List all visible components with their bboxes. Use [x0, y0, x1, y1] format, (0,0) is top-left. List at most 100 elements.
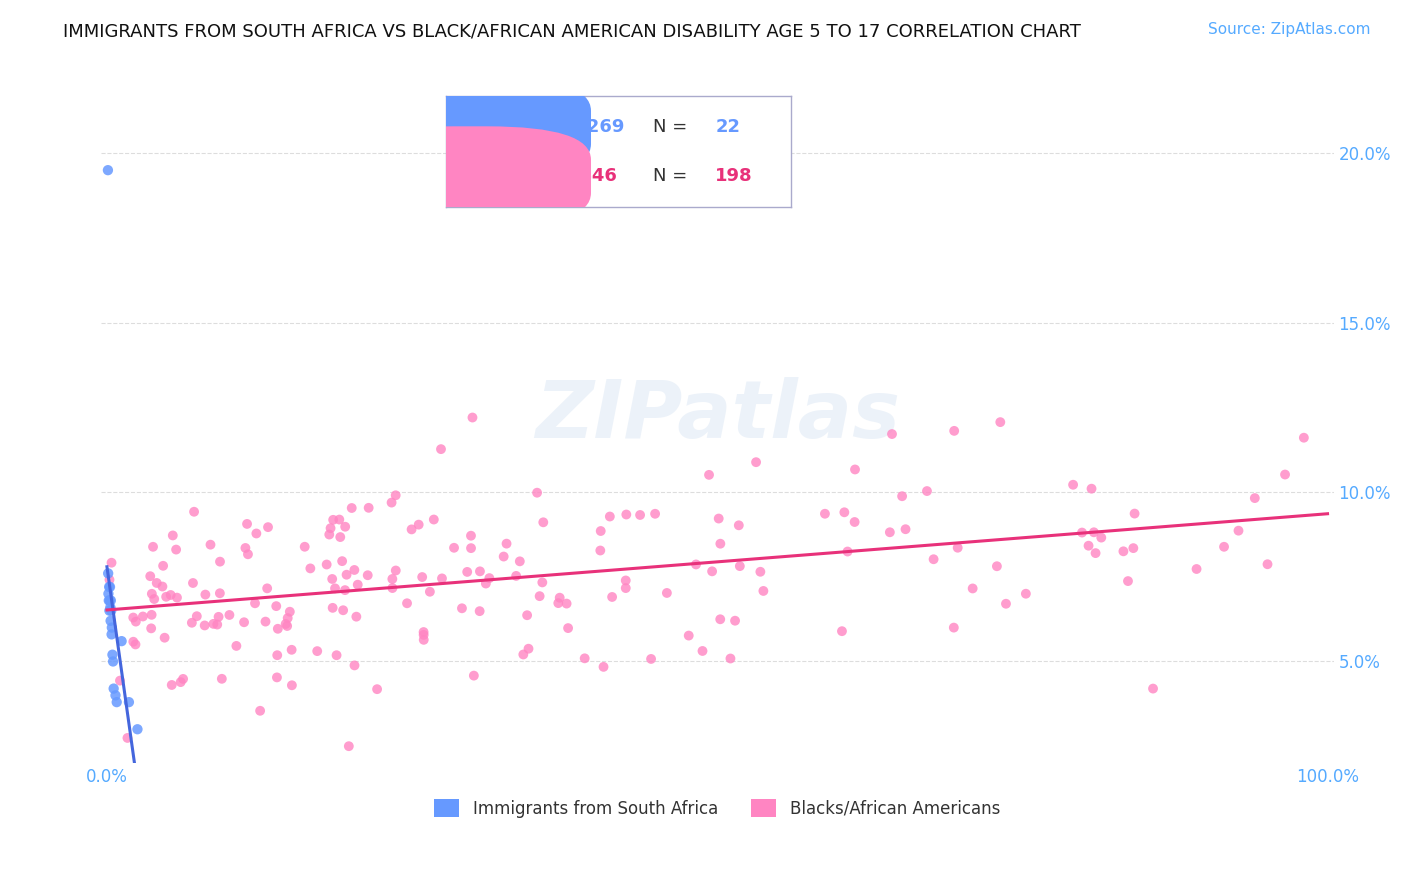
- Point: [685, 558, 707, 572]
- Point: [152, 580, 174, 594]
- Point: [335, 567, 357, 582]
- Point: [208, 586, 231, 600]
- Point: [517, 641, 540, 656]
- Point: [1213, 540, 1236, 554]
- Point: [332, 603, 354, 617]
- Point: [1083, 525, 1105, 540]
- Point: [419, 584, 441, 599]
- Point: [1123, 507, 1146, 521]
- Point: [946, 541, 969, 555]
- Point: [531, 575, 554, 590]
- Point: [315, 558, 337, 572]
- Point: [125, 615, 148, 629]
- Text: IMMIGRANTS FROM SOUTH AFRICA VS BLACK/AFRICAN AMERICAN DISABILITY AGE 5 TO 17 CO: IMMIGRANTS FROM SOUTH AFRICA VS BLACK/AF…: [63, 22, 1081, 40]
- Point: [456, 565, 478, 579]
- Point: [127, 723, 149, 737]
- Point: [98, 593, 121, 607]
- Point: [728, 559, 751, 574]
- Point: [169, 675, 191, 690]
- Point: [98, 580, 121, 594]
- Point: [236, 547, 259, 561]
- Point: [401, 522, 423, 536]
- Point: [1080, 482, 1102, 496]
- Point: [451, 601, 474, 615]
- Point: [526, 485, 548, 500]
- Point: [463, 668, 485, 682]
- Point: [218, 607, 240, 622]
- Point: [1142, 681, 1164, 696]
- Point: [894, 522, 917, 536]
- Point: [335, 519, 357, 533]
- Point: [110, 634, 132, 648]
- Point: [160, 678, 183, 692]
- Point: [492, 549, 515, 564]
- Point: [256, 582, 278, 596]
- Point: [139, 569, 162, 583]
- Point: [294, 540, 316, 554]
- Point: [235, 541, 257, 555]
- Point: [994, 597, 1017, 611]
- Point: [162, 528, 184, 542]
- Point: [640, 652, 662, 666]
- Point: [1116, 574, 1139, 588]
- Point: [249, 704, 271, 718]
- Legend: Immigrants from South Africa, Blacks/African Americans: Immigrants from South Africa, Blacks/Afr…: [427, 793, 1007, 824]
- Point: [745, 455, 768, 469]
- Point: [411, 570, 433, 584]
- Point: [344, 609, 367, 624]
- Point: [460, 541, 482, 556]
- Point: [98, 580, 121, 594]
- Point: [97, 566, 120, 581]
- Point: [278, 605, 301, 619]
- Point: [181, 576, 204, 591]
- Point: [257, 520, 280, 534]
- Point: [143, 592, 166, 607]
- Point: [707, 511, 730, 525]
- Point: [329, 530, 352, 544]
- Point: [709, 537, 731, 551]
- Point: [1084, 546, 1107, 560]
- Point: [412, 632, 434, 647]
- Point: [589, 524, 612, 538]
- Point: [1015, 587, 1038, 601]
- Point: [915, 484, 938, 499]
- Point: [988, 415, 1011, 429]
- Text: ZIPatlas: ZIPatlas: [534, 376, 900, 455]
- Point: [381, 495, 404, 509]
- Point: [141, 621, 163, 635]
- Point: [281, 678, 304, 692]
- Point: [330, 554, 353, 568]
- Point: [97, 163, 120, 178]
- Point: [614, 574, 637, 588]
- Point: [264, 599, 287, 614]
- Point: [468, 604, 491, 618]
- Point: [141, 587, 163, 601]
- Point: [180, 615, 202, 630]
- Point: [700, 565, 723, 579]
- Point: [509, 554, 531, 568]
- Point: [277, 611, 299, 625]
- Point: [1274, 467, 1296, 482]
- Point: [614, 508, 637, 522]
- Point: [357, 568, 380, 582]
- Point: [103, 681, 125, 696]
- Point: [200, 538, 222, 552]
- Point: [697, 467, 720, 482]
- Text: Source: ZipAtlas.com: Source: ZipAtlas.com: [1208, 22, 1371, 37]
- Point: [1227, 524, 1250, 538]
- Point: [142, 540, 165, 554]
- Point: [322, 513, 344, 527]
- Point: [555, 597, 578, 611]
- Point: [461, 410, 484, 425]
- Point: [165, 542, 187, 557]
- Point: [644, 507, 666, 521]
- Point: [408, 517, 430, 532]
- Point: [529, 589, 551, 603]
- Point: [333, 583, 356, 598]
- Point: [97, 593, 120, 607]
- Point: [254, 615, 277, 629]
- Point: [1071, 525, 1094, 540]
- Point: [100, 604, 122, 618]
- Point: [749, 565, 772, 579]
- Point: [1292, 431, 1315, 445]
